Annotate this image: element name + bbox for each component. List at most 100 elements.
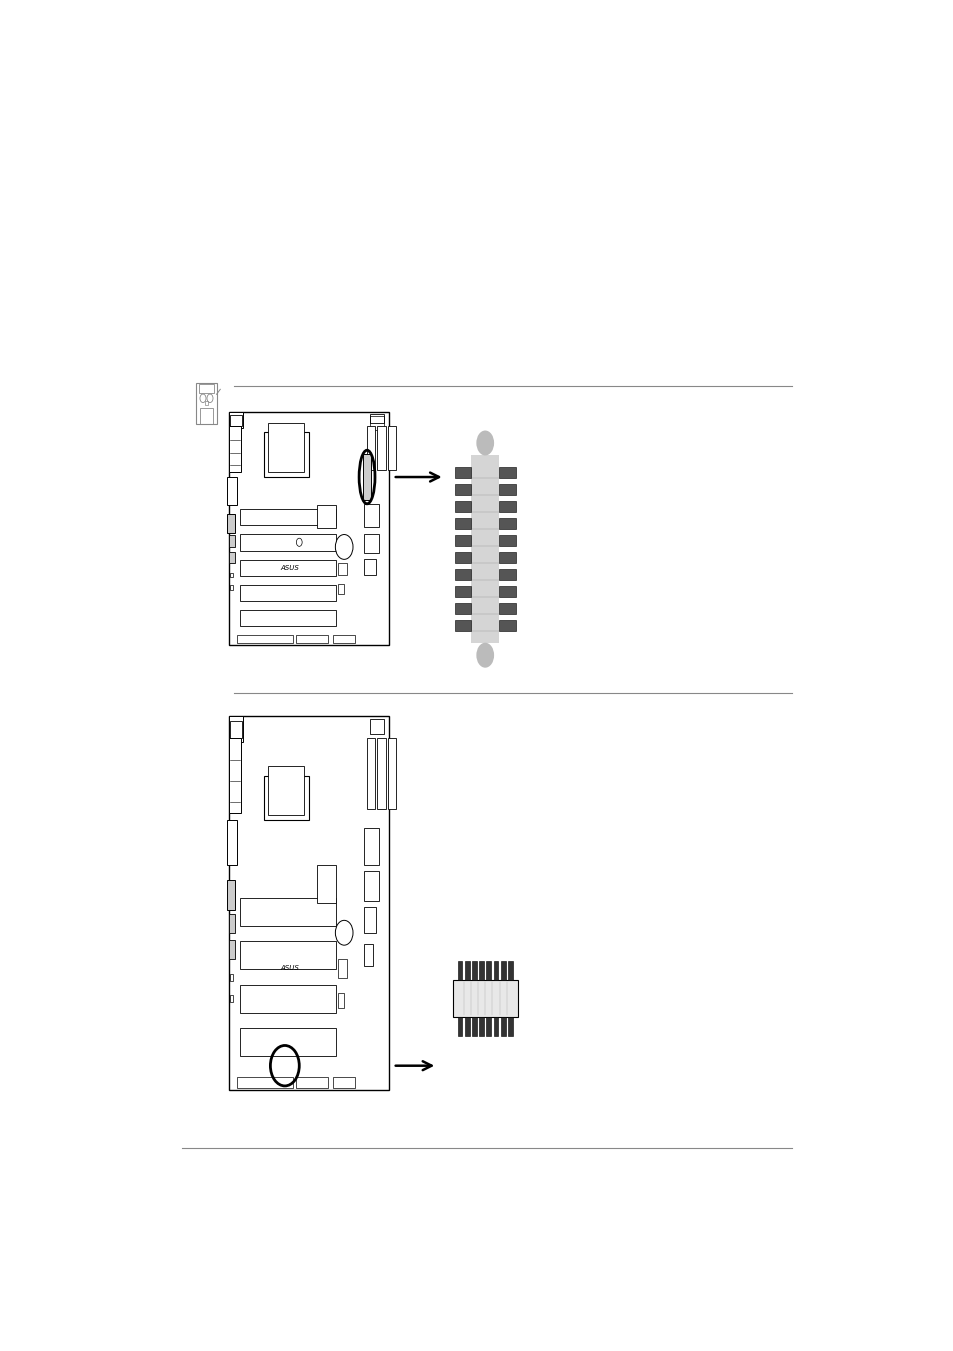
Bar — [498, 586, 515, 597]
Bar — [455, 501, 471, 512]
Bar — [498, 553, 515, 563]
Bar — [364, 504, 379, 527]
Bar — [230, 573, 233, 577]
Bar — [230, 535, 234, 547]
Circle shape — [476, 431, 494, 455]
Bar — [236, 1077, 293, 1088]
Bar — [498, 501, 515, 512]
Bar — [333, 635, 355, 643]
Bar — [464, 1017, 469, 1036]
Bar — [498, 535, 515, 546]
Bar — [230, 721, 241, 738]
Bar — [239, 535, 335, 551]
Bar — [455, 603, 471, 615]
Bar — [364, 907, 375, 932]
Bar — [364, 944, 373, 966]
Bar — [200, 408, 213, 424]
Bar — [363, 454, 371, 500]
Bar — [478, 961, 483, 979]
Bar — [364, 828, 379, 866]
Bar — [205, 401, 208, 405]
Bar — [239, 509, 335, 526]
Bar — [500, 1017, 505, 1036]
Bar — [230, 585, 233, 590]
Text: ASUS: ASUS — [280, 965, 298, 971]
Bar — [370, 719, 384, 734]
Bar — [316, 866, 335, 902]
Bar — [508, 1017, 513, 1036]
Bar — [230, 994, 233, 1002]
Bar — [264, 775, 309, 820]
Bar — [337, 959, 347, 978]
Bar — [337, 993, 344, 1008]
Bar — [455, 586, 471, 597]
Bar — [337, 563, 347, 576]
Bar — [486, 1017, 491, 1036]
Bar — [316, 505, 335, 528]
Bar — [264, 432, 309, 477]
Circle shape — [476, 643, 494, 667]
Bar — [508, 961, 513, 979]
Bar — [457, 1017, 462, 1036]
Bar — [478, 1017, 483, 1036]
Circle shape — [335, 535, 353, 559]
Bar — [471, 455, 498, 643]
Bar — [239, 559, 335, 576]
Bar — [333, 1077, 355, 1088]
Bar — [364, 871, 379, 901]
Bar — [464, 961, 469, 979]
Bar — [230, 974, 233, 981]
Bar — [295, 1077, 328, 1088]
Bar — [364, 558, 375, 576]
Bar — [229, 716, 389, 1090]
Bar — [230, 415, 241, 426]
Bar — [230, 940, 234, 959]
Bar — [494, 961, 497, 979]
Bar — [239, 585, 335, 601]
Bar — [229, 412, 243, 428]
Bar — [295, 635, 328, 643]
Bar — [494, 1017, 497, 1036]
Bar — [455, 484, 471, 494]
Bar — [457, 961, 462, 979]
Bar — [455, 569, 471, 580]
Bar — [227, 820, 237, 866]
Bar — [455, 517, 471, 530]
Bar — [227, 515, 234, 532]
Bar — [239, 942, 335, 970]
Bar — [366, 738, 375, 809]
Bar — [370, 416, 384, 431]
Bar — [230, 915, 234, 932]
Bar — [236, 635, 293, 643]
Bar — [455, 553, 471, 563]
Bar — [453, 979, 517, 1017]
Bar — [498, 569, 515, 580]
Bar — [230, 551, 234, 563]
Bar — [498, 620, 515, 631]
Bar — [268, 766, 304, 816]
Bar — [227, 881, 234, 911]
Bar — [370, 415, 384, 423]
Bar — [239, 985, 335, 1013]
Bar — [239, 1028, 335, 1056]
Bar — [498, 467, 515, 478]
Bar — [337, 584, 344, 593]
Bar — [472, 1017, 476, 1036]
Bar — [486, 961, 491, 979]
Bar — [498, 603, 515, 615]
Bar — [229, 716, 243, 742]
Bar — [229, 426, 240, 473]
Text: ASUS: ASUS — [280, 565, 298, 571]
Bar — [498, 484, 515, 494]
Bar — [366, 426, 375, 470]
Bar — [239, 609, 335, 626]
Bar — [376, 426, 386, 470]
Bar — [455, 467, 471, 478]
Bar — [227, 477, 237, 505]
Bar — [500, 961, 505, 979]
Bar — [199, 384, 213, 393]
Bar — [498, 517, 515, 530]
Bar — [196, 384, 216, 424]
Bar — [376, 738, 386, 809]
Bar — [268, 423, 304, 471]
